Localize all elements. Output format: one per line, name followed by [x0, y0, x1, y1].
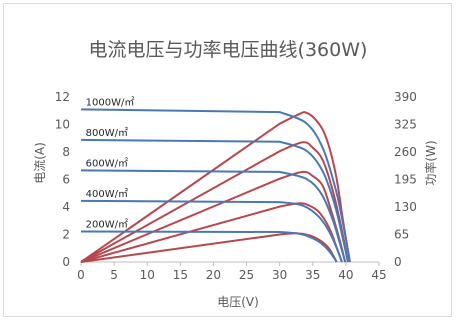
current-curve: [80, 199, 343, 263]
y-axis-label: 电流(A): [33, 142, 47, 184]
x-tick-label: 25: [239, 268, 254, 282]
x-axis-label: 电压(V): [217, 295, 259, 309]
x-tick-label: 0: [77, 268, 85, 282]
axes: 0 5 10 15 20 25 30 35 40 45 0 2 4 6 8 10 12 0 65 130 195 260 3…: [55, 90, 417, 282]
x-tick-label: 35: [305, 268, 320, 282]
x-tick-label: 30: [272, 268, 287, 282]
current-curve: [80, 138, 349, 263]
y-tick-label: 10: [55, 118, 70, 132]
x-tick-label: 5: [110, 268, 118, 282]
power-curve: [80, 170, 347, 263]
current-curve: [80, 108, 351, 263]
x-tick-label: 10: [140, 268, 155, 282]
chart-title: 电流电压与功率电压曲线(360W): [89, 39, 368, 61]
curve-labels: 1000W/㎡ 800W/㎡ 600W/㎡ 400W/㎡ 200W/㎡: [86, 96, 135, 230]
y2-tick-label: 325: [394, 118, 417, 132]
y-tick-label: 2: [62, 228, 70, 242]
y-tick-label: 4: [62, 200, 70, 214]
y2-tick-label: 65: [394, 228, 409, 242]
irradiance-label: 200W/㎡: [86, 218, 128, 230]
x-tick-label: 15: [173, 268, 188, 282]
y2-tick-label: 130: [394, 200, 417, 214]
y2-axis-label: 功率(W): [423, 140, 438, 185]
y2-tick-label: 0: [394, 255, 402, 269]
x-tick-label: 45: [371, 268, 386, 282]
y2-tick-label: 390: [394, 90, 417, 104]
x-tick-label: 20: [206, 268, 221, 282]
irradiance-label: 400W/㎡: [86, 188, 128, 200]
y2-tick-label: 260: [394, 145, 417, 159]
current-curve: [80, 230, 338, 263]
power-curve: [80, 232, 338, 263]
current-curve: [80, 169, 347, 263]
y-tick-label: 8: [62, 145, 70, 159]
x-tick-label: 40: [338, 268, 353, 282]
y-tick-label: 6: [62, 173, 70, 187]
y-tick-label: 0: [62, 255, 70, 269]
irradiance-label: 1000W/㎡: [86, 96, 135, 108]
y-tick-label: 12: [55, 90, 70, 104]
irradiance-label: 600W/㎡: [86, 157, 128, 169]
current-curves: [80, 108, 351, 263]
y2-tick-label: 195: [394, 173, 417, 187]
irradiance-label: 800W/㎡: [86, 127, 128, 139]
